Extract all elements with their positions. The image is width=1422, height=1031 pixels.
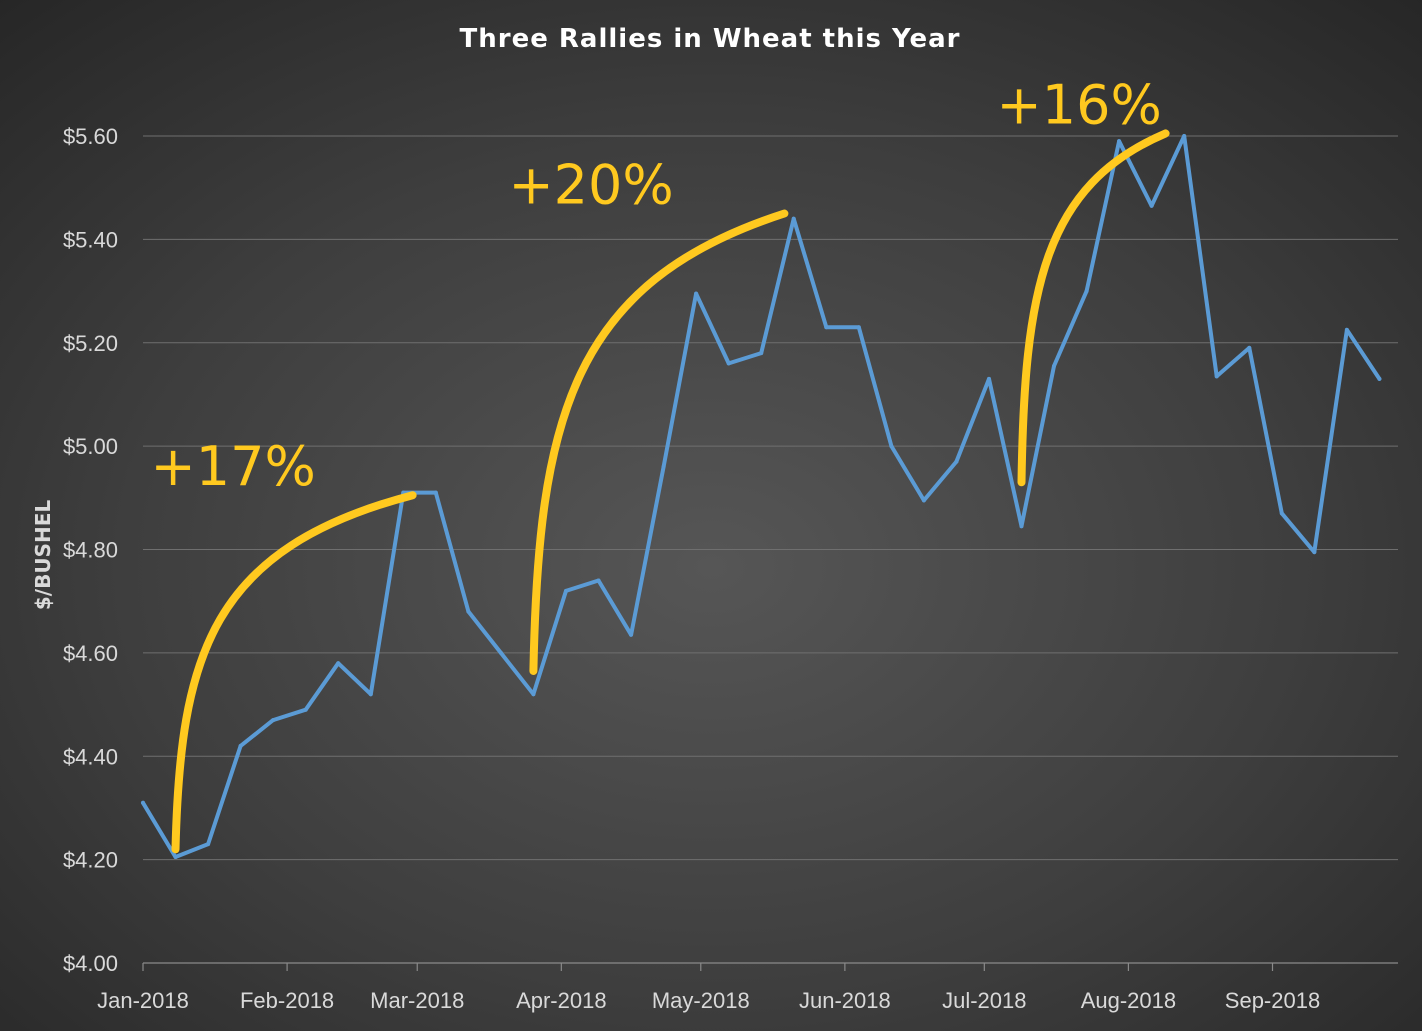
- data-point: [238, 743, 243, 748]
- rally-curve: [171, 491, 417, 854]
- data-point: [271, 718, 276, 723]
- y-tick-label: $4.40: [63, 744, 118, 769]
- data-point: [824, 325, 829, 330]
- data-point: [954, 459, 959, 464]
- x-tick-label: Apr-2018: [516, 988, 607, 1013]
- data-point: [694, 291, 699, 296]
- rally-curve: [1017, 129, 1170, 487]
- y-tick-label: $5.00: [63, 434, 118, 459]
- data-point: [433, 490, 438, 495]
- x-axis-ticks: Jan-2018 Feb-2018 Mar-2018 Apr-2018 May-2018…: [97, 963, 1320, 1013]
- data-point: [1344, 327, 1349, 332]
- data-point: [596, 578, 601, 583]
- x-tick-label: Jun-2018: [799, 988, 891, 1013]
- y-tick-label: $5.40: [63, 227, 118, 252]
- data-point: [303, 707, 308, 712]
- x-tick-label: May-2018: [652, 988, 750, 1013]
- rally-label: +20%: [508, 154, 673, 217]
- data-point: [1214, 374, 1219, 379]
- data-point: [1182, 134, 1187, 138]
- data-point: [1052, 364, 1057, 369]
- data-point: [368, 692, 373, 697]
- data-point: [563, 588, 568, 593]
- data-point: [759, 351, 764, 356]
- y-tick-label: $5.20: [63, 331, 118, 356]
- chart-title: Three Rallies in Wheat this Year: [460, 24, 961, 54]
- rally-label: +17%: [151, 435, 316, 498]
- y-tick-label: $5.60: [63, 124, 118, 149]
- data-point: [1084, 289, 1089, 294]
- series-layer: [141, 134, 1382, 860]
- data-point: [1377, 376, 1382, 381]
- x-tick-label: Sep-2018: [1225, 988, 1320, 1013]
- y-tick-label: $4.80: [63, 538, 118, 563]
- y-axis-ticks: $4.00 $4.20 $4.40 $4.60 $4.80 $5.00 $5.20 $5.40…: [63, 124, 118, 976]
- data-point: [726, 361, 731, 366]
- y-tick-label: $4.00: [63, 951, 118, 976]
- data-point: [531, 692, 536, 697]
- data-point: [889, 444, 894, 449]
- rally-annotations: +17% +20% +16%: [151, 73, 1170, 854]
- rally-curve: [529, 209, 789, 675]
- y-axis-label: $/BUSHEL: [31, 500, 55, 611]
- data-point: [921, 498, 926, 503]
- y-tick-label: $4.60: [63, 641, 118, 666]
- data-point: [141, 800, 145, 805]
- data-point: [629, 632, 634, 637]
- rally-label: +16%: [997, 73, 1162, 136]
- gridlines: [143, 135, 1398, 861]
- data-point: [791, 216, 796, 221]
- data-point: [336, 661, 341, 666]
- x-tick-label: Mar-2018: [370, 988, 464, 1013]
- data-point: [206, 842, 211, 847]
- data-point: [1149, 203, 1154, 208]
- x-tick-label: Jul-2018: [942, 988, 1026, 1013]
- y-tick-label: $4.20: [63, 848, 118, 873]
- x-tick-label: Jan-2018: [97, 988, 189, 1013]
- data-point: [856, 325, 861, 330]
- data-point: [986, 376, 991, 381]
- data-point: [1019, 524, 1024, 529]
- data-point: [1312, 550, 1317, 555]
- price-series-line: [141, 134, 1382, 859]
- data-point: [466, 609, 471, 614]
- data-point: [1117, 139, 1122, 144]
- data-point: [1247, 345, 1252, 350]
- data-point: [498, 650, 503, 655]
- data-point: [173, 855, 178, 860]
- x-tick-label: Aug-2018: [1081, 988, 1176, 1013]
- data-point: [661, 464, 666, 469]
- data-point: [1279, 511, 1284, 516]
- x-tick-label: Feb-2018: [240, 988, 334, 1013]
